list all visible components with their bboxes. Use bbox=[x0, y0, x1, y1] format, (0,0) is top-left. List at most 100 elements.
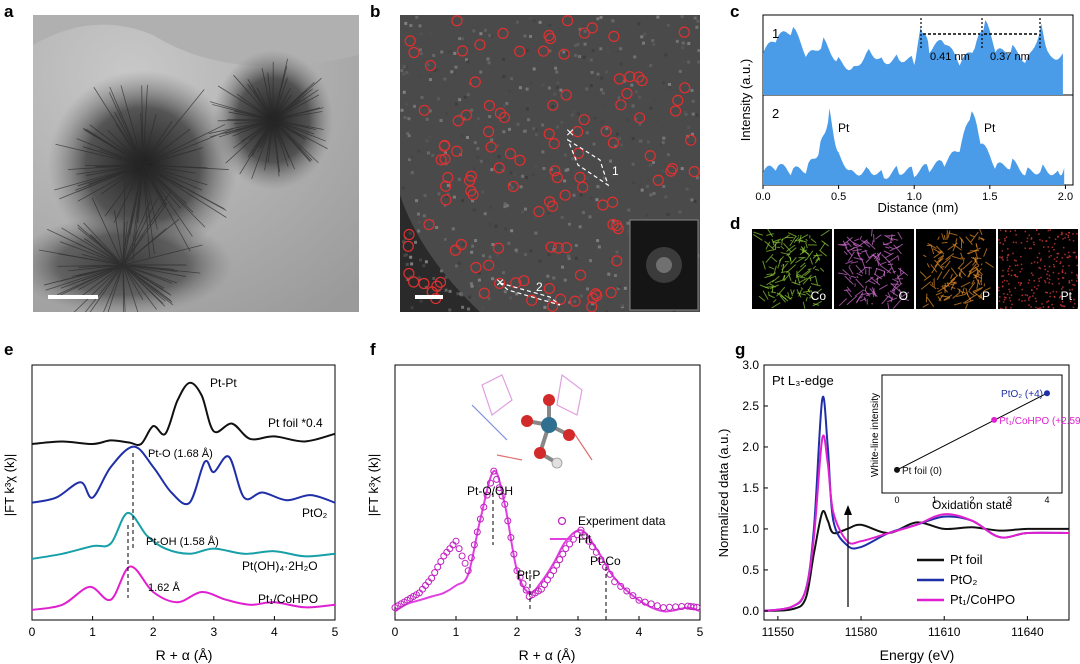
chart-f-exp-point bbox=[519, 580, 527, 588]
annot-pt-co: Pt-Co bbox=[590, 554, 621, 568]
svg-text:×: × bbox=[566, 124, 574, 140]
xtick-label: 11640 bbox=[1011, 625, 1044, 639]
chart-e-ylabel: |FT k³χ (k)| bbox=[2, 454, 17, 516]
ytick-label: 1.0 bbox=[742, 522, 759, 536]
inset-xtick-label: 3 bbox=[1007, 495, 1012, 505]
haadf-image: × × 1 2 bbox=[400, 15, 700, 312]
panel-letter-d: d bbox=[730, 214, 741, 233]
chart-g-frame bbox=[763, 364, 1070, 621]
chart-g-series-2 bbox=[763, 434, 1070, 612]
chart-f-exp-point bbox=[573, 531, 581, 539]
chart-f-exp-point bbox=[501, 500, 509, 508]
chart-c: 0.0 0.5 1.0 1.5 2.0 1 2 0.41 nm 0.37 nm Pt P… bbox=[738, 14, 1074, 215]
chart-f-exp-point bbox=[464, 567, 472, 575]
legend-experiment-marker bbox=[557, 516, 567, 526]
chart-f-exp-point bbox=[461, 559, 469, 567]
chart-f-exp-point bbox=[611, 578, 619, 586]
line-profile-2-box bbox=[499, 282, 561, 306]
eds-map-p: P bbox=[916, 229, 996, 309]
xtick-label: 0 bbox=[392, 625, 399, 639]
chart-f-exp-point bbox=[455, 545, 463, 553]
inset-xlabel: Oxidation state bbox=[932, 498, 1012, 512]
xtick-label: 2 bbox=[150, 625, 157, 639]
ytick-label: 2.0 bbox=[742, 440, 759, 454]
chart-c-xtick-label: 2.0 bbox=[1058, 191, 1073, 203]
chart-g-ylabel: Normalized data (a.u.) bbox=[716, 429, 731, 558]
profile-series-1 bbox=[763, 20, 1063, 95]
chart-f-exp-point bbox=[431, 569, 439, 577]
xtick-label: 2 bbox=[514, 625, 521, 639]
xtick-label: 11610 bbox=[928, 625, 961, 639]
chart-f-exp-point bbox=[522, 586, 530, 594]
chart-g-xlabel: Energy (eV) bbox=[880, 647, 955, 663]
legend-fit: Fit bbox=[578, 532, 592, 546]
chart-f-exp-point bbox=[566, 540, 574, 548]
chart-f-fit-line bbox=[394, 470, 701, 613]
chart-f-exp-point bbox=[428, 574, 436, 582]
eds-map-co: Co bbox=[752, 229, 832, 309]
chart-f-exp-point bbox=[562, 545, 570, 553]
annot-pto2: PtO₂ bbox=[302, 506, 328, 520]
chart-f-exp-point bbox=[510, 550, 518, 558]
chart-e-series-3 bbox=[31, 565, 336, 611]
chart-f-exp-point bbox=[504, 517, 512, 525]
annot-041: 0.41 nm bbox=[930, 51, 970, 63]
xtick-label: 5 bbox=[697, 625, 704, 639]
chart-g: 11550 11580 11610 11640 0.0 0.5 1.0 1.5 2.0 2.5 3.… bbox=[716, 358, 1080, 663]
eds-map-label: Pt bbox=[1060, 289, 1072, 303]
legend-label: Pt₁/CoHPO bbox=[950, 592, 1015, 607]
xtick-label: 5 bbox=[332, 625, 339, 639]
chart-f-exp-point bbox=[553, 561, 561, 569]
annot-pt-foil: Pt foil *0.4 bbox=[268, 416, 323, 430]
pt-label-b: Pt bbox=[984, 121, 996, 135]
chart-c-ylabel: Intensity (a.u.) bbox=[738, 59, 753, 141]
chart-f-exp-point bbox=[487, 479, 494, 487]
chart-g-title: Pt L₃-edge bbox=[772, 373, 834, 388]
chart-c-xtick-label: 0.0 bbox=[755, 191, 770, 203]
chart-f-exp-point bbox=[437, 558, 445, 565]
xtick-label: 1 bbox=[453, 625, 460, 639]
inset-xtick-label: 1 bbox=[932, 495, 937, 505]
chart-c-xtick-label: 1.5 bbox=[982, 191, 997, 203]
inset-fit-line bbox=[896, 392, 1048, 471]
chart-f-exp-point bbox=[577, 526, 585, 534]
ytick-label: 0.5 bbox=[742, 563, 759, 577]
chart-f-exp-point bbox=[483, 491, 491, 499]
inset-ylabel: White-line intensity bbox=[870, 393, 881, 477]
line-profile-1-box bbox=[566, 138, 610, 187]
chart-c-xtick-label: 0.5 bbox=[831, 191, 846, 203]
xtick-label: 4 bbox=[636, 625, 643, 639]
panel-letter-a: a bbox=[4, 2, 14, 21]
eds-map-label: O bbox=[898, 289, 908, 303]
inset-point bbox=[1044, 390, 1050, 397]
xtick-label: 3 bbox=[575, 625, 582, 639]
ytick-label: 0.0 bbox=[742, 604, 759, 618]
chart-f-exp-point bbox=[467, 554, 475, 562]
chart-e-frame bbox=[31, 364, 336, 621]
chart-f-exp-point bbox=[473, 528, 481, 536]
chart-f-exp-point bbox=[559, 550, 567, 558]
chart-f-exp-point bbox=[672, 603, 680, 611]
chart-f-exp-point bbox=[629, 592, 637, 600]
annot-pt-p: Pt-P bbox=[517, 568, 540, 582]
xtick-label: 11550 bbox=[762, 625, 795, 639]
chart-f-exp-point bbox=[470, 541, 478, 549]
chart-f-exp-point bbox=[452, 537, 460, 545]
chart-f-exp-point bbox=[617, 582, 625, 590]
chart-e-xlabel: R + α (Å) bbox=[156, 647, 213, 663]
annot-pt-o-oh: Pt-O/OH bbox=[467, 484, 513, 498]
chart-f-exp-point bbox=[647, 600, 655, 608]
chart-c-frame bbox=[762, 14, 1074, 186]
chart-f-exp-point bbox=[458, 552, 466, 560]
chart-f-ylabel: |FT k³χ (k)| bbox=[366, 454, 381, 516]
annot-pt-o: Pt-O (1.68 Å) bbox=[148, 447, 213, 460]
chart-f-exp-point bbox=[498, 492, 506, 500]
chart-f-exp-point bbox=[513, 567, 521, 575]
chart-f-exp-point bbox=[690, 603, 698, 611]
annot-pt-oh4: Pt(OH)₄·2H₂O bbox=[242, 559, 318, 573]
molecular-structure bbox=[471, 373, 593, 469]
chart-e-series-0 bbox=[31, 381, 336, 446]
xtick-label: 3 bbox=[210, 625, 217, 639]
inset-point-label: Pt foil (0) bbox=[902, 466, 942, 477]
chart-f-exp-point bbox=[507, 534, 515, 541]
